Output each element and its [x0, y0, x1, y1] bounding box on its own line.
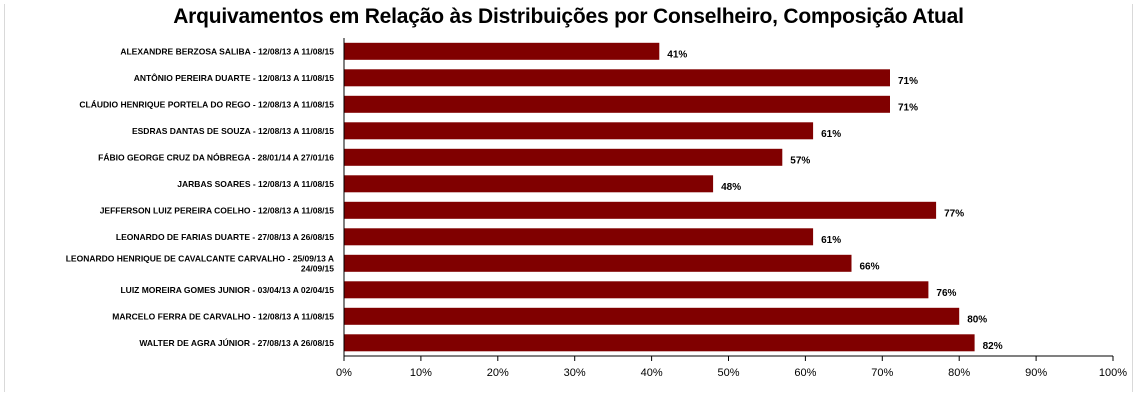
x-tick-label: 40%: [641, 367, 663, 379]
x-tick-label: 10%: [410, 367, 432, 379]
x-tick-label: 60%: [794, 367, 816, 379]
category-label: JEFFERSON LUIZ PEREIRA COELHO - 12/08/13…: [100, 205, 335, 215]
bar: [344, 334, 975, 352]
x-tick-label: 90%: [1025, 367, 1047, 379]
bar: [344, 69, 890, 87]
category-label: LEONARDO HENRIQUE DE CAVALCANTE CARVALHO…: [66, 253, 335, 273]
bar: [344, 281, 929, 299]
bar: [344, 307, 960, 325]
x-tick-label: 70%: [871, 367, 893, 379]
category-label: ALEXANDRE BERZOSA SALIBA - 12/08/13 A 11…: [120, 46, 334, 56]
x-tick-label: 30%: [564, 367, 586, 379]
x-tick-label: 80%: [948, 367, 970, 379]
x-tick-label: 50%: [717, 367, 739, 379]
x-tick-label: 20%: [487, 367, 509, 379]
value-label: 77%: [944, 208, 964, 219]
category-label: LUIZ MOREIRA GOMES JUNIOR - 03/04/13 A 0…: [120, 285, 334, 295]
category-label: LEONARDO DE FARIAS DUARTE - 27/08/13 A 2…: [116, 232, 334, 242]
bar: [344, 175, 714, 193]
bar: [344, 95, 890, 113]
value-label: 66%: [860, 261, 880, 272]
x-tick-label: 100%: [1099, 367, 1127, 379]
category-label: CLÁUDIO HENRIQUE PORTELA DO REGO - 12/08…: [79, 99, 334, 109]
value-label: 41%: [667, 49, 687, 60]
value-label: 71%: [898, 76, 918, 87]
value-label: 61%: [821, 235, 841, 246]
category-label: ANTÔNIO PEREIRA DUARTE - 12/08/13 A 11/0…: [134, 72, 335, 83]
value-label: 61%: [821, 129, 841, 140]
value-label: 57%: [790, 155, 810, 166]
chart-frame: [4, 4, 1133, 392]
category-label: WALTER DE AGRA JÚNIOR - 27/08/13 A 26/08…: [139, 337, 334, 348]
category-label: MARCELO FERRA DE CARVALHO - 12/08/13 A 1…: [112, 311, 334, 321]
value-label: 76%: [936, 288, 956, 299]
category-label: FÁBIO GEORGE CRUZ DA NÓBREGA - 28/01/14 …: [98, 151, 334, 162]
bar: [344, 122, 814, 140]
value-label: 82%: [983, 341, 1003, 352]
value-label: 71%: [898, 102, 918, 113]
bar: [344, 148, 783, 166]
chart-title: Arquivamentos em Relação às Distribuiçõe…: [173, 5, 964, 28]
category-label: ESDRAS DANTAS DE SOUZA - 12/08/13 A 11/0…: [132, 126, 334, 136]
bar: [344, 254, 852, 272]
value-label: 80%: [967, 314, 987, 325]
bar: [344, 228, 814, 246]
x-tick-label: 0%: [336, 367, 352, 379]
value-label: 48%: [721, 182, 741, 193]
bar: [344, 201, 937, 219]
bar: [344, 42, 660, 60]
category-label: JARBAS SOARES - 12/08/13 A 11/08/15: [177, 179, 334, 189]
